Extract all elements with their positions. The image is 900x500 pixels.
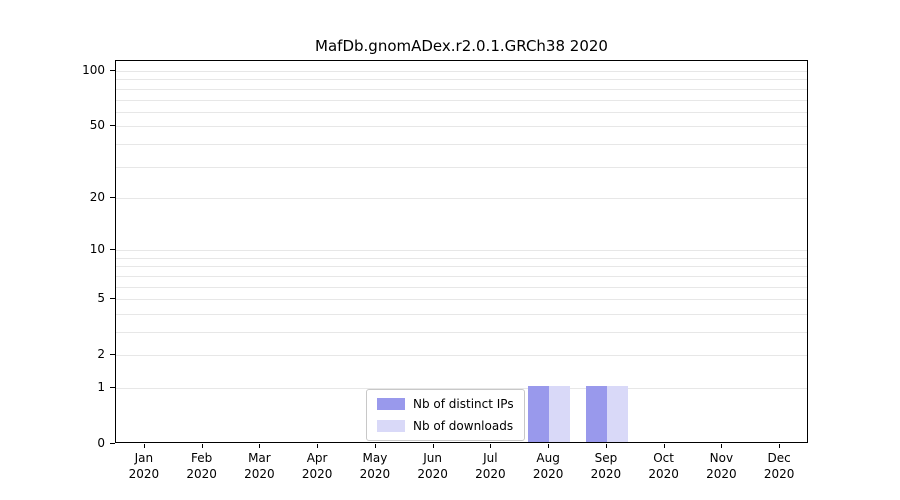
y-tick-mark — [110, 125, 115, 127]
y-tick-label: 100 — [82, 63, 105, 77]
x-tick-year: 2020 — [590, 467, 622, 481]
x-tick-month: Mar — [248, 451, 271, 465]
x-tick-year: 2020 — [475, 467, 506, 481]
gridline — [116, 250, 807, 252]
gridline — [116, 266, 807, 268]
gridline — [116, 111, 807, 113]
y-tick-label: 50 — [89, 118, 105, 133]
y-tick-mark — [110, 196, 115, 198]
x-tick-mark — [779, 444, 781, 448]
x-tick-month: Aug — [536, 451, 560, 465]
x-tick-label: Mar 2020 — [230, 450, 288, 482]
bars-layer — [116, 61, 807, 442]
gridline — [116, 79, 807, 81]
x-tick-year: 2020 — [763, 467, 795, 481]
x-tick-month: Oct — [653, 451, 674, 465]
x-tick-year: 2020 — [186, 467, 217, 481]
gridline — [116, 286, 807, 288]
x-tick-year: 2020 — [648, 467, 679, 481]
x-tick-month: Jun — [423, 451, 442, 465]
gridline — [116, 99, 807, 101]
y-tick-label: 2 — [97, 347, 105, 362]
x-tick-label: May 2020 — [346, 450, 404, 482]
x-tick-month: Sep — [594, 451, 618, 465]
x-tick-label: Oct 2020 — [635, 450, 693, 482]
y-tick-mark — [110, 249, 115, 251]
x-tick-mark — [490, 444, 492, 448]
gridline — [116, 197, 807, 199]
x-tick-label: Jul 2020 — [461, 450, 519, 482]
chart-title: MafDb.gnomADex.r2.0.1.GRCh38 2020 — [315, 37, 608, 55]
bar-downloads — [549, 386, 571, 442]
y-tick-mark — [110, 354, 115, 356]
x-tick-label: Apr 2020 — [288, 450, 346, 482]
y-tick-mark — [110, 70, 115, 71]
y-tick-label: 5 — [97, 291, 105, 306]
y-tick-mark — [110, 387, 115, 388]
x-tick-label: Sep 2020 — [577, 450, 635, 482]
x-tick-mark — [432, 444, 434, 448]
x-tick-mark — [548, 444, 550, 448]
x-tick-label: Dec 2020 — [750, 450, 808, 482]
x-tick-label: Jun 2020 — [404, 450, 462, 482]
x-tick-mark — [721, 444, 723, 448]
x-tick-mark — [317, 444, 319, 448]
y-tick-label: 0 — [97, 436, 105, 450]
legend-swatch-distinct-ips — [377, 398, 405, 410]
x-tick-month: Nov — [709, 451, 734, 465]
x-tick-mark — [259, 444, 261, 448]
legend-item-distinct-ips: Nb of distinct IPs — [377, 397, 514, 411]
gridline — [116, 166, 807, 168]
x-tick-month: Dec — [767, 451, 791, 465]
x-tick-year: 2020 — [417, 467, 448, 481]
gridline — [116, 275, 807, 277]
legend-item-downloads: Nb of downloads — [377, 419, 514, 433]
gridline — [116, 299, 807, 301]
legend-label-distinct-ips: Nb of distinct IPs — [413, 397, 514, 411]
gridline — [116, 313, 807, 315]
x-tick-label: Aug 2020 — [519, 450, 577, 482]
plot-area: Nb of distinct IPs Nb of downloads — [115, 60, 808, 443]
x-tick-year: 2020 — [706, 467, 737, 481]
bar-distinct-ips — [528, 386, 550, 442]
gridlines-layer — [116, 61, 807, 442]
gridline — [116, 388, 807, 389]
x-tick-month: Apr — [306, 451, 328, 465]
gridline — [116, 88, 807, 90]
x-tick-month: Jan — [134, 451, 154, 465]
x-tick-label: Jan 2020 — [115, 450, 173, 482]
y-tick-label: 1 — [97, 380, 105, 394]
x-tick-year: 2020 — [301, 467, 333, 481]
gridline — [116, 257, 807, 259]
y-tick-mark — [110, 443, 115, 444]
legend-swatch-downloads — [377, 420, 405, 432]
bar-downloads — [606, 386, 628, 442]
x-tick-year: 2020 — [244, 467, 275, 481]
y-tick-label: 10 — [89, 242, 105, 257]
x-tick-label: Feb 2020 — [173, 450, 231, 482]
x-tick-mark — [143, 444, 145, 448]
legend: Nb of distinct IPs Nb of downloads — [366, 389, 525, 441]
x-tick-year: 2020 — [128, 467, 160, 481]
x-tick-mark — [374, 444, 376, 448]
x-tick-month: May — [362, 451, 388, 465]
gridline — [116, 355, 807, 357]
x-tick-year: 2020 — [532, 467, 564, 481]
legend-label-downloads: Nb of downloads — [413, 419, 514, 433]
gridline — [116, 332, 807, 333]
gridline — [116, 126, 807, 128]
x-tick-mark — [605, 444, 607, 448]
x-tick-mark — [201, 444, 203, 448]
gridline — [116, 71, 807, 72]
x-tick-year: 2020 — [359, 467, 391, 481]
x-tick-mark — [663, 444, 665, 448]
y-tick-label: 20 — [89, 189, 105, 204]
gridline — [116, 143, 807, 145]
bar-distinct-ips — [585, 386, 607, 442]
y-tick-mark — [110, 298, 115, 300]
x-tick-label: Nov 2020 — [692, 450, 750, 482]
x-tick-month: Jul — [483, 451, 498, 465]
x-tick-month: Feb — [190, 451, 213, 465]
